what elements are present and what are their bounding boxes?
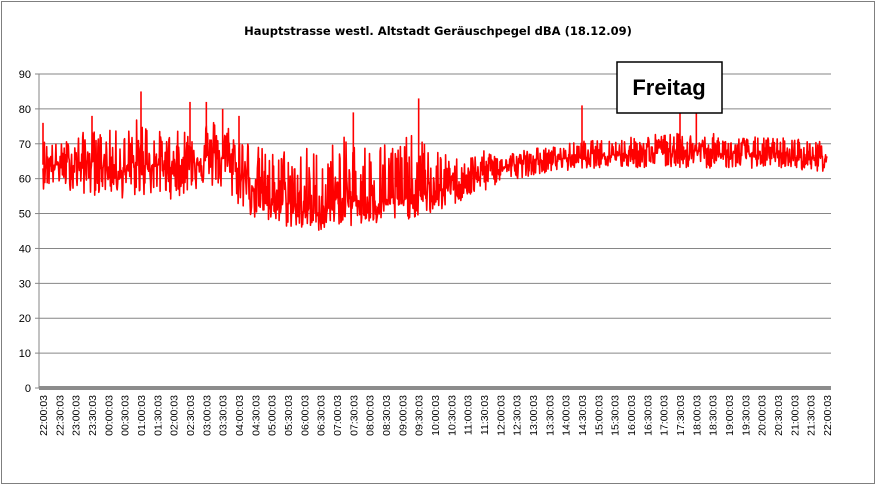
x-tick-label: 07:00:03 [332, 395, 344, 436]
x-tick-label: 02:00:03 [169, 395, 181, 436]
x-tick-label: 09:30:03 [414, 395, 426, 436]
x-tick-label: 01:30:03 [152, 395, 164, 436]
y-tick-label: 40 [19, 243, 31, 255]
x-tick-label: 04:30:03 [250, 395, 262, 436]
x-tick-label: 10:00:03 [430, 395, 442, 436]
x-tick-label: 00:00:03 [103, 395, 115, 436]
x-tick-label: 00:30:03 [120, 395, 132, 436]
x-tick-label: 21:00:03 [789, 395, 801, 436]
x-tick-label: 10:30:03 [446, 395, 458, 436]
annotation-label: Freitag [632, 75, 705, 100]
x-tick-label: 12:30:03 [512, 395, 524, 436]
x-tick-label: 20:30:03 [773, 395, 785, 436]
y-tick-label: 70 [19, 139, 31, 151]
y-tick-label: 80 [19, 104, 31, 116]
x-tick-label: 02:30:03 [185, 395, 197, 436]
x-tick-label: 05:30:03 [283, 395, 295, 436]
y-tick-label: 90 [19, 69, 31, 81]
x-tick-label: 22:30:03 [54, 395, 66, 436]
chart-title: Hauptstrasse westl. Altstadt Geräuschpeg… [244, 24, 632, 38]
x-tick-label: 17:30:03 [675, 395, 687, 436]
x-tick-label: 16:00:03 [626, 395, 638, 436]
x-tick-label: 11:00:03 [463, 395, 475, 435]
x-tick-label: 16:30:03 [642, 395, 654, 436]
x-tick-label: 11:30:03 [479, 395, 491, 435]
x-tick-label: 12:00:03 [495, 395, 507, 436]
x-tick-label: 23:00:03 [71, 395, 83, 436]
x-tick-label: 09:00:03 [397, 395, 409, 436]
x-tick-label: 08:00:03 [365, 395, 377, 436]
x-tick-label: 17:00:03 [659, 395, 671, 436]
x-tick-label: 05:00:03 [267, 395, 279, 436]
annotation-border [616, 61, 723, 114]
x-tick-label: 03:00:03 [201, 395, 213, 436]
x-axis-line [39, 386, 831, 390]
x-axis-ticks: 22:00:03 22:30:03 23:00:03 23:30:03 00:00:03… [38, 395, 834, 436]
x-tick-label: 08:30:03 [381, 395, 393, 436]
x-tick-label: 22:00:03 [38, 395, 50, 436]
x-tick-label: 04:00:03 [234, 395, 246, 436]
x-tick-label: 14:00:03 [561, 395, 573, 436]
x-tick-label: 21:30:03 [806, 395, 818, 436]
x-tick-label: 14:30:03 [577, 395, 589, 436]
y-tick-label: 30 [19, 278, 31, 290]
y-tick-label: 20 [19, 313, 31, 325]
x-tick-label: 19:00:03 [724, 395, 736, 436]
x-tick-label: 13:30:03 [544, 395, 556, 436]
x-tick-label: 22:00:03 [822, 395, 834, 436]
x-tick-label: 06:00:03 [299, 395, 311, 436]
x-tick-label: 18:00:03 [691, 395, 703, 436]
x-tick-label: 19:30:03 [740, 395, 752, 436]
y-axis-ticks: 0 10 20 30 40 50 60 70 80 90 [19, 69, 40, 395]
x-tick-label: 03:30:03 [218, 395, 230, 436]
annotation-box: Freitag [616, 61, 723, 114]
gridlines [39, 73, 831, 354]
y-tick-label: 0 [25, 383, 31, 395]
x-tick-label: 13:00:03 [528, 395, 540, 436]
x-tick-label: 20:00:03 [757, 395, 769, 436]
x-tick-label: 15:30:03 [610, 395, 622, 436]
x-tick-label: 18:30:03 [708, 395, 720, 436]
y-tick-label: 60 [19, 174, 31, 186]
x-tick-label: 23:30:03 [87, 395, 99, 436]
x-tick-label: 06:30:03 [316, 395, 328, 436]
x-tick-label: 07:30:03 [348, 395, 360, 436]
x-tick-label: 01:00:03 [136, 395, 148, 436]
y-tick-label: 10 [19, 348, 31, 360]
x-tick-label: 15:00:03 [593, 395, 605, 436]
series-layer [42, 91, 828, 231]
y-tick-label: 50 [19, 209, 31, 221]
